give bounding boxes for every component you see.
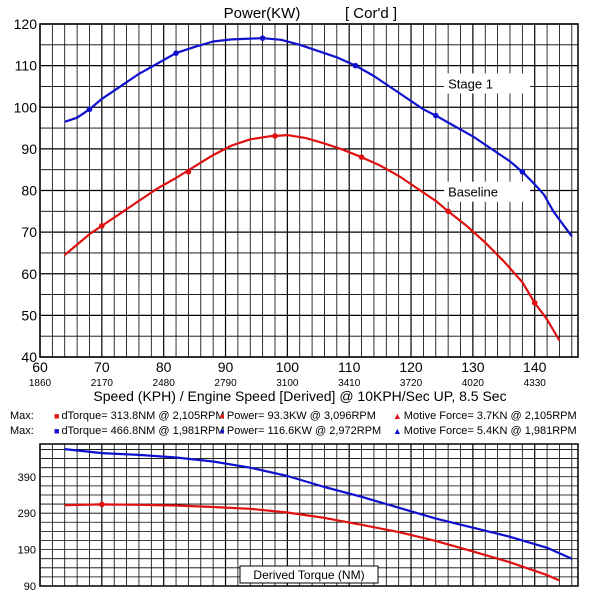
legend-torque-text: dTorque= 466.8NM @ 1,981RPM <box>61 425 225 437</box>
y-tick-label: 60 <box>21 266 37 282</box>
x-tick-label: 140 <box>523 359 547 375</box>
rpm-tick-label: 2790 <box>214 378 237 389</box>
torque-chart-title: Derived Torque (NM) <box>253 568 364 582</box>
power-series-marker <box>358 154 365 160</box>
power-series-marker <box>445 208 451 215</box>
rpm-tick-label: 2480 <box>153 378 176 389</box>
legend-max-label: Max: <box>10 410 34 422</box>
series-label: Stage 1 <box>448 76 493 91</box>
x-tick-label: 60 <box>32 359 48 375</box>
rpm-tick-label: 3720 <box>400 378 423 389</box>
power-series-marker <box>86 106 93 113</box>
y-tick-label: 40 <box>21 349 37 365</box>
legend-force-text: Motive Force= 5.4KN @ 1,981RPM <box>403 425 577 437</box>
power-series-line-0 <box>64 37 573 237</box>
rpm-tick-label: 3100 <box>276 378 299 389</box>
torque-series-marker <box>99 501 105 508</box>
series-label-background <box>444 181 531 202</box>
x-tick-label: 70 <box>94 359 110 375</box>
power-series: Stage 1 Baseline <box>63 35 573 341</box>
power-series-line-1 <box>63 134 561 341</box>
chart-subtitle: [ Cor'd ] <box>345 5 397 22</box>
power-plot-frame <box>39 23 579 358</box>
power-series-marker <box>185 168 192 175</box>
y-tick-label: 100 <box>14 99 38 115</box>
power-series-marker <box>352 62 359 69</box>
series-label: Baseline <box>448 185 498 200</box>
power-series-marker <box>259 35 266 41</box>
legend-max-label: Max: <box>10 425 34 437</box>
power-series-marker <box>519 168 526 175</box>
x-tick-label: 100 <box>276 359 300 375</box>
x-tick-label: 80 <box>156 359 172 375</box>
y-tick-label: 120 <box>14 16 38 32</box>
y-tick-label: 80 <box>21 183 37 199</box>
circle-marker-icon: ● <box>219 426 225 436</box>
power-series-marker <box>99 223 105 229</box>
legend-torque-text: dTorque= 313.8NM @ 2,105RPM <box>61 410 225 422</box>
x-tick-label: 130 <box>461 359 485 375</box>
torque-plot-frame <box>39 443 579 587</box>
torque-y-tick-label: 290 <box>18 508 36 520</box>
triangle-marker-icon: ▲ <box>392 411 402 421</box>
chart-title: Power(KW) <box>224 5 301 22</box>
torque-series-line-0 <box>64 448 573 560</box>
rpm-tick-label: 4330 <box>524 378 547 389</box>
triangle-marker-icon: ▲ <box>392 426 402 436</box>
legend-force-text: Motive Force= 3.7KN @ 2,105RPM <box>403 410 577 422</box>
torque-title-box <box>239 565 379 584</box>
y-tick-label: 70 <box>21 224 37 240</box>
torque-y-tick-label: 90 <box>24 581 36 593</box>
rpm-tick-label: 1860 <box>29 378 52 389</box>
legend-row-baseline: Max: ■ dTorque= 313.8NM @ 2,105RPM● Power= … <box>10 410 586 423</box>
power-series-marker <box>432 112 439 119</box>
y-tick-label: 90 <box>21 141 37 157</box>
y-tick-label: 50 <box>21 307 37 323</box>
power-series-marker <box>531 300 538 306</box>
x-axis-label: Speed (KPH) / Engine Speed [Derived] @ 1… <box>93 388 506 404</box>
square-marker-icon: ■ <box>54 411 60 421</box>
x-tick-label: 120 <box>399 359 423 375</box>
torque-series <box>64 448 573 582</box>
rpm-tick-label: 2170 <box>91 378 114 389</box>
x-tick-label: 110 <box>338 359 361 375</box>
circle-marker-icon: ● <box>219 411 225 421</box>
series-label-background <box>444 73 531 94</box>
legend-power-text: Power= 116.6KW @ 2,972RPM <box>226 425 382 437</box>
y-tick-label: 110 <box>15 58 38 74</box>
rpm-tick-label: 3410 <box>338 378 361 389</box>
legend-power-text: Power= 93.3KW @ 3,096RPM <box>226 410 376 422</box>
torque-y-tick-label: 390 <box>18 472 36 484</box>
torque-y-tick-label: 190 <box>18 545 36 557</box>
rpm-tick-label: 4020 <box>462 378 485 389</box>
torque-axes: 90 190 290 390 <box>18 443 579 593</box>
x-tick-label: 90 <box>218 359 234 375</box>
square-marker-icon: ■ <box>54 426 60 436</box>
legend-row-stage1: Max: ■ dTorque= 466.8NM @ 1,981RPM● Power= … <box>10 425 586 438</box>
torque-series-line-1 <box>64 503 560 582</box>
power-axes: 40 50 60 70 80 90 100 110 120 60 70 80 90 100 110 120 13… <box>14 16 579 389</box>
power-series-marker <box>173 50 179 56</box>
power-series-marker <box>272 133 278 139</box>
